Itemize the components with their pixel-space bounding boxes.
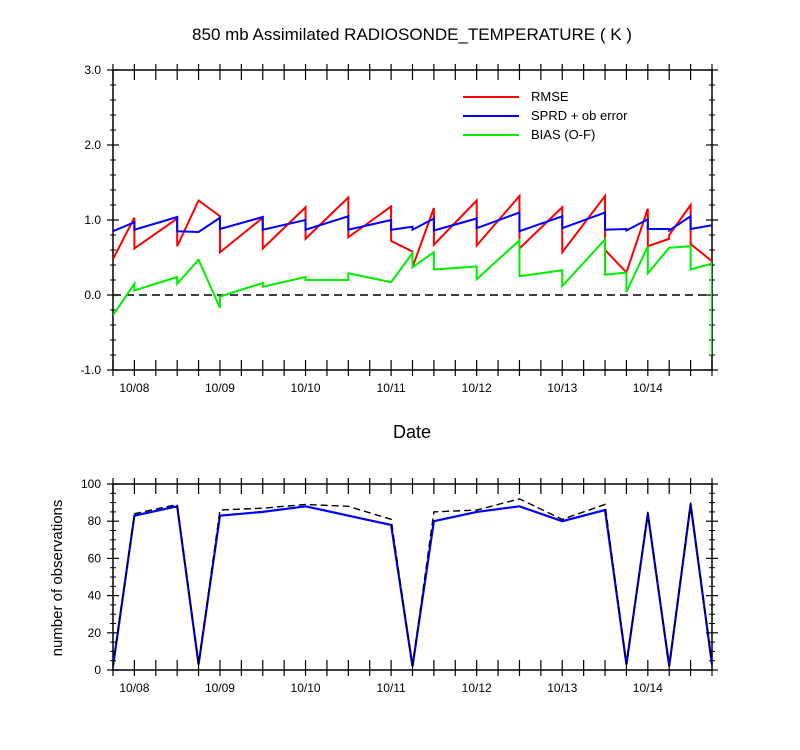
series-line-possible — [113, 498, 712, 667]
x-tick-label: 10/14 — [633, 681, 663, 695]
legend-entry: BIAS (O-F) — [531, 127, 595, 142]
series-line-rmse — [113, 193, 712, 275]
y-tick-label: 100 — [81, 477, 101, 491]
x-tick-label: 10/09 — [205, 681, 235, 695]
y-tick-label: 0.0 — [84, 288, 101, 302]
y-tick-label: 40 — [88, 589, 102, 603]
x-tick-label: 10/10 — [291, 381, 321, 395]
legend-entry: RMSE — [531, 89, 569, 104]
chart-title: 850 mb Assimilated RADIOSONDE_TEMPERATUR… — [192, 25, 632, 44]
y-tick-label: 1.0 — [84, 213, 101, 227]
series-line-sprd-ob-error — [113, 211, 712, 234]
y-tick-label: 20 — [88, 626, 102, 640]
series-line-assimilated — [113, 504, 712, 667]
x-tick-label: 10/09 — [205, 381, 235, 395]
y-tick-label: 80 — [88, 514, 102, 528]
y-tick-label: 0 — [94, 663, 101, 677]
x-axis-title: Date — [393, 422, 431, 442]
x-tick-label: 10/11 — [377, 681, 406, 695]
bottom-y-axis-title: number of observations — [49, 500, 66, 657]
x-tick-label: 10/08 — [119, 381, 149, 395]
legend: RMSE SPRD + ob error BIAS (O-F) — [463, 89, 628, 142]
y-tick-label: -1.0 — [80, 363, 101, 377]
x-tick-label: 10/13 — [547, 681, 577, 695]
y-tick-label: 60 — [88, 551, 102, 565]
bottom-panel: 0 20 40 60 80 100 10/08 10/09 10/10 10/11 10/12 10/… — [81, 477, 718, 695]
y-tick-label: 3.0 — [84, 63, 101, 77]
y-tick-label: 2.0 — [84, 138, 101, 152]
x-tick-label: 10/08 — [119, 681, 149, 695]
x-tick-label: 10/13 — [547, 381, 577, 395]
legend-entry: SPRD + ob error — [531, 108, 628, 123]
top-panel: -1.0 0.0 1.0 2.0 3.0 10/08 10/09 10/10 10/11 10/1… — [80, 63, 718, 395]
series-line-bias-o-f — [113, 236, 712, 355]
x-tick-label: 10/12 — [462, 681, 492, 695]
x-tick-label: 10/14 — [633, 381, 663, 395]
x-tick-label: 10/12 — [462, 381, 492, 395]
x-tick-label: 10/10 — [291, 681, 321, 695]
x-tick-label: 10/11 — [377, 381, 406, 395]
